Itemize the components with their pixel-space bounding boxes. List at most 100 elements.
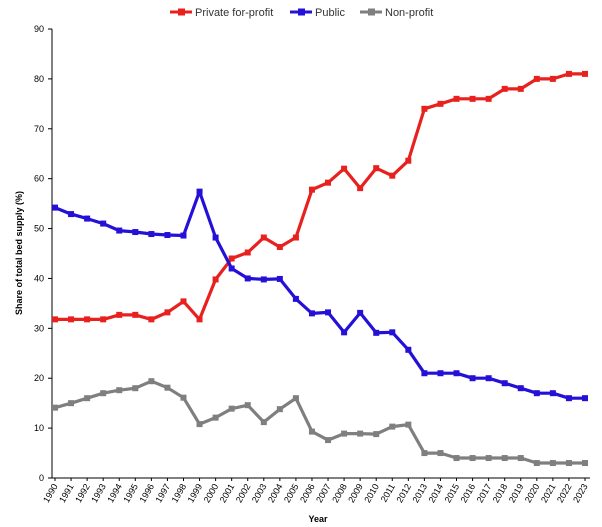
data-point-private-for-profit: [405, 157, 412, 164]
data-point-private-for-profit: [68, 316, 75, 323]
x-tick-label: 2023: [571, 482, 590, 504]
data-point-private-for-profit: [180, 298, 187, 305]
data-point-public: [212, 234, 219, 241]
data-point-public: [100, 220, 107, 227]
data-point-private-for-profit: [260, 234, 267, 241]
y-axis-ticks: 0 10 20 30 40 50 60 70 80 90: [34, 24, 52, 483]
x-tick-label: 2006: [298, 482, 317, 504]
data-point-private-for-profit: [276, 244, 283, 251]
data-point-non-profit: [292, 395, 299, 402]
data-point-non-profit: [148, 378, 155, 385]
data-point-private-for-profit: [389, 172, 396, 179]
x-tick-label: 2010: [362, 482, 381, 504]
data-point-private-for-profit: [325, 179, 332, 186]
data-point-public: [341, 329, 348, 336]
data-point-non-profit: [341, 430, 348, 437]
x-tick-label: 2021: [539, 482, 558, 504]
data-point-non-profit: [357, 430, 364, 437]
data-point-non-profit: [132, 385, 139, 392]
y-axis-title: Share of total bed supply (%): [14, 191, 24, 315]
data-point-public: [501, 380, 508, 387]
x-tick-label: 2004: [266, 482, 285, 504]
data-point-public: [485, 375, 492, 382]
data-point-non-profit: [84, 395, 91, 402]
data-point-non-profit: [437, 450, 444, 457]
data-point-public: [132, 229, 139, 236]
y-tick-label: 70: [34, 124, 44, 134]
data-point-public: [389, 329, 396, 336]
series-line-non-profit: [54, 379, 585, 465]
data-point-private-for-profit: [517, 85, 524, 92]
y-tick-label: 50: [34, 224, 44, 234]
data-point-non-profit: [196, 421, 203, 428]
series-layer: [52, 70, 588, 467]
data-point-private-for-profit: [341, 165, 348, 172]
legend-label-private-for-profit: Private for-profit: [195, 7, 273, 19]
data-point-private-for-profit: [582, 70, 588, 77]
data-point-non-profit: [68, 400, 75, 407]
data-point-non-profit: [533, 460, 540, 467]
data-point-private-for-profit: [421, 105, 428, 112]
x-tick-label: 2003: [250, 482, 269, 504]
x-tick-label: 2007: [314, 482, 333, 504]
y-tick-label: 20: [34, 373, 44, 383]
data-point-private-for-profit: [292, 234, 299, 241]
data-point-public: [325, 309, 332, 316]
x-axis-title: Year: [308, 514, 328, 524]
data-point-private-for-profit: [52, 316, 58, 323]
data-point-public: [565, 395, 572, 402]
data-point-public: [52, 204, 58, 211]
data-point-non-profit: [52, 404, 58, 411]
x-tick-label: 2001: [218, 482, 237, 504]
data-point-private-for-profit: [84, 316, 91, 323]
data-point-non-profit: [549, 460, 556, 467]
data-point-public: [405, 346, 412, 353]
data-point-non-profit: [469, 455, 476, 462]
data-point-private-for-profit: [212, 276, 219, 283]
data-point-non-profit: [276, 406, 283, 413]
data-point-private-for-profit: [549, 75, 556, 82]
data-point-public: [469, 375, 476, 382]
data-point-public: [116, 227, 123, 234]
data-point-non-profit: [164, 384, 171, 391]
x-tick-label: 1995: [121, 482, 140, 504]
data-point-private-for-profit: [469, 95, 476, 102]
x-tick-label: 1998: [170, 482, 189, 504]
x-tick-label: 2000: [202, 482, 221, 504]
data-point-private-for-profit: [533, 75, 540, 82]
data-point-public: [68, 211, 75, 218]
x-tick-label: 2014: [427, 482, 446, 504]
data-point-private-for-profit: [565, 70, 572, 77]
x-tick-label: 1993: [89, 482, 108, 504]
data-point-private-for-profit: [308, 186, 315, 193]
data-point-public: [244, 275, 251, 282]
data-point-private-for-profit: [164, 309, 171, 316]
data-point-non-profit: [228, 405, 235, 412]
data-point-public: [421, 370, 428, 377]
x-tick-label: 1999: [186, 482, 205, 504]
data-point-public: [180, 232, 187, 239]
x-tick-label: 2020: [523, 482, 542, 504]
data-point-non-profit: [582, 460, 588, 467]
legend-label-non-profit: Non-profit: [385, 7, 433, 19]
data-point-non-profit: [389, 423, 396, 430]
x-tick-label: 2017: [475, 482, 494, 504]
data-point-private-for-profit: [485, 95, 492, 102]
x-tick-label: 2005: [282, 482, 301, 504]
x-tick-label: 2016: [459, 482, 478, 504]
data-point-non-profit: [405, 421, 412, 428]
data-point-non-profit: [565, 460, 572, 467]
x-tick-label: 1994: [105, 482, 124, 504]
y-tick-label: 60: [34, 174, 44, 184]
data-point-private-for-profit: [357, 185, 364, 192]
data-point-public: [148, 231, 155, 238]
x-tick-label: 1992: [73, 482, 92, 504]
series-line-public: [54, 190, 585, 400]
data-point-public: [164, 232, 171, 239]
series-line-private-for-profit: [55, 72, 585, 321]
y-tick-label: 0: [39, 473, 44, 483]
data-point-private-for-profit: [148, 316, 155, 323]
data-point-private-for-profit: [132, 311, 139, 318]
data-point-public: [308, 310, 315, 317]
data-point-private-for-profit: [437, 100, 444, 107]
